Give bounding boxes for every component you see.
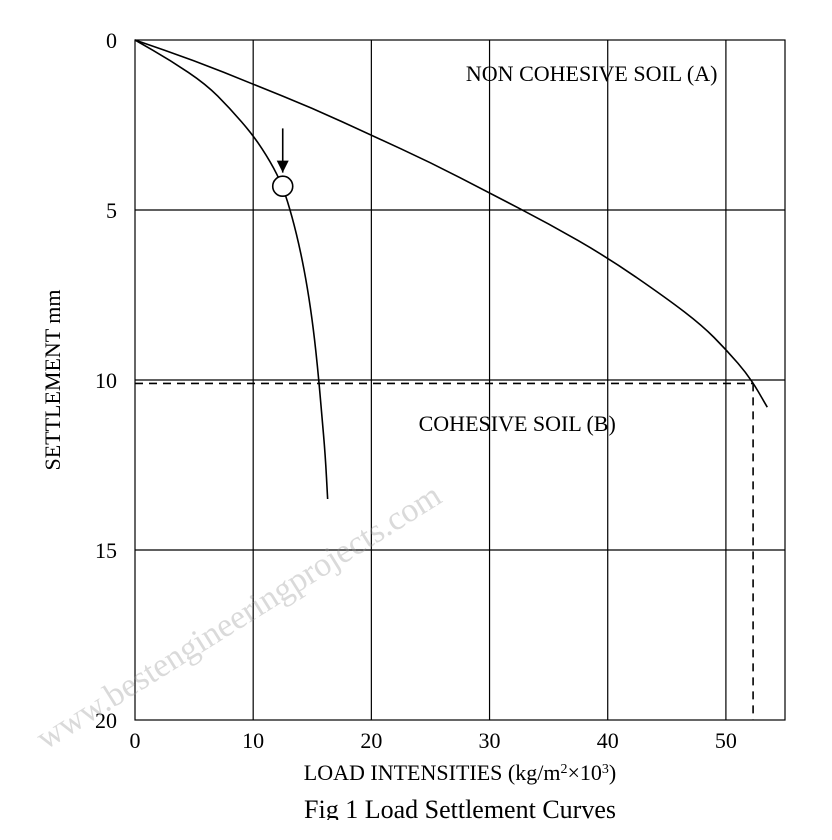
x-tick-label: 30 [479,728,501,753]
x-axis-label: LOAD INTENSITIES (kg/m2×103) [304,760,616,785]
arrow-head-icon [277,161,289,173]
x-tick-label: 40 [597,728,619,753]
load-settlement-chart: NON COHESIVE SOIL (A) COHESIVE SOIL (B) 0 1… [20,20,812,820]
chart-svg: NON COHESIVE SOIL (A) COHESIVE SOIL (B) 0 1… [20,20,812,820]
y-tick-label: 15 [95,538,117,563]
y-axis-label: SETTLEMENT mm [40,289,65,470]
y-tick-label: 0 [106,28,117,53]
curve-a-label: NON COHESIVE SOIL (A) [466,61,718,86]
curve-b [135,40,328,499]
yield-marker [273,176,293,196]
figure-caption: Fig 1 Load Settlement Curves [304,795,616,820]
x-tick-label: 50 [715,728,737,753]
y-tick-label: 5 [106,198,117,223]
x-tick-label: 0 [130,728,141,753]
y-tick-label: 20 [95,708,117,733]
curve-b-label: COHESIVE SOIL (B) [419,411,616,436]
x-tick-label: 20 [360,728,382,753]
curve-a [135,40,767,407]
x-tick-label: 10 [242,728,264,753]
y-tick-label: 10 [95,368,117,393]
